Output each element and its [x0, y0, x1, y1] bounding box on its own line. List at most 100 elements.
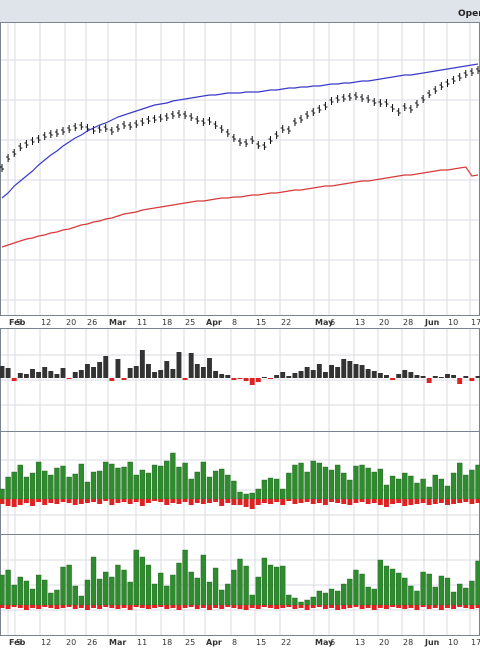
histogram-bar — [182, 378, 188, 380]
volume2-down-bar — [396, 605, 402, 608]
histogram-bar — [17, 373, 23, 378]
volume-down-bar — [298, 499, 304, 503]
volume2-up-bar — [432, 586, 438, 606]
volume2-up-bar — [371, 588, 377, 606]
volume-up-bar — [17, 464, 23, 500]
volume2-up-bar — [438, 575, 445, 606]
volume-up-bar — [188, 478, 194, 500]
volume2-up-bar — [200, 554, 207, 606]
volume-up-bar — [249, 492, 255, 500]
volume-down-bar — [84, 499, 90, 503]
volume2-up-bar — [133, 549, 139, 606]
x-axis-tick-label: 8 — [232, 318, 237, 327]
volume2-up-bar — [78, 595, 84, 606]
volume-up-bar — [359, 464, 365, 500]
volume-down-bar — [353, 499, 359, 503]
volume-down-bar — [78, 499, 84, 504]
x-axis-tick-label: 15 — [256, 318, 266, 327]
volume-down-bar — [109, 499, 115, 505]
volume2-up-bar — [475, 560, 480, 606]
volume2-down-bar — [353, 605, 359, 607]
volume-up-bar — [182, 462, 188, 500]
volume-down-bar — [188, 499, 194, 505]
histogram-bar — [469, 378, 475, 381]
histogram-bar — [231, 378, 237, 380]
volume-down-bar — [17, 499, 23, 505]
volume2-up-bar — [5, 569, 11, 606]
volume-up-bar — [334, 464, 341, 500]
histogram-bar — [0, 366, 5, 378]
volume-down-bar — [219, 499, 225, 506]
volume-bars — [0, 452, 480, 509]
volume2-up-bar — [103, 571, 109, 606]
volume-down-bar — [408, 499, 414, 505]
volume2-up-bar — [188, 571, 194, 606]
volume-up-bar — [11, 471, 17, 500]
volume-up-bar — [408, 475, 414, 500]
volume-up-bar — [316, 462, 322, 500]
volume-down-bar — [420, 499, 426, 503]
volume2-down-bar — [127, 605, 133, 610]
volume2-down-bar — [438, 605, 444, 610]
volume2-down-bar — [347, 605, 353, 608]
histogram-bar — [414, 375, 420, 378]
volume-up-bar — [383, 484, 390, 500]
volume2-up-bar — [231, 569, 237, 606]
volume2-down-bar — [286, 605, 292, 607]
volume-up-bar — [371, 471, 377, 500]
volume-up-bar — [469, 469, 475, 500]
volume2-up-bar — [389, 568, 396, 606]
histogram-bar — [72, 372, 78, 378]
volume-down-bar — [146, 499, 151, 503]
volume-up-bar — [292, 464, 298, 500]
volume2-up-bar — [72, 585, 78, 606]
volume2-down-bar — [243, 605, 249, 610]
volume-up-bar — [54, 467, 60, 500]
volume2-down-bar — [249, 605, 255, 608]
volume2-up-bar — [353, 569, 359, 606]
x-axis-tick-label: 28 — [403, 638, 413, 647]
volume-down-bar — [23, 499, 29, 503]
volume2-down-bar — [121, 605, 127, 608]
x-axis-tick-label: 11 — [137, 318, 147, 327]
volume2-down-bar — [316, 605, 322, 607]
volume2-up-bar — [48, 592, 54, 606]
volume-down-bar — [243, 499, 249, 507]
volume2-down-bar — [97, 605, 103, 609]
volume2-down-bar — [36, 605, 42, 609]
volume2-down-bar — [304, 605, 310, 610]
x-axis-tick-label: 13 — [355, 318, 365, 327]
volume2-down-bar — [475, 605, 480, 608]
volume2-up-bar — [23, 580, 30, 606]
volume-down-bar — [304, 499, 310, 502]
histogram-bar — [213, 371, 219, 378]
volume2-up-bar — [60, 566, 66, 606]
volume2-down-bar — [42, 605, 48, 607]
volume-up-bar — [341, 472, 347, 500]
volume2-down-bar — [207, 605, 212, 610]
volume2-up-bar — [115, 564, 121, 606]
volume-down-bar — [268, 499, 273, 504]
volume2-down-bar — [139, 605, 145, 608]
volume-down-bar — [231, 499, 237, 505]
volume-up-bar — [457, 462, 463, 500]
volume2-down-bar — [377, 605, 383, 608]
volume-up-bar — [298, 462, 304, 500]
volume2-down-bar — [5, 605, 11, 609]
histogram-bar — [420, 376, 426, 378]
volume-down-bar — [280, 499, 286, 505]
volume2-up-bar — [469, 580, 475, 606]
histogram-bar — [316, 364, 322, 378]
volume-up-bar — [164, 460, 170, 500]
histogram-bar — [5, 368, 11, 378]
x-axis-tick-label: 13 — [355, 638, 365, 647]
volume-down-bar — [274, 499, 280, 502]
volume2-down-bar — [255, 605, 261, 609]
volume2-down-bar — [390, 605, 396, 607]
volume2-up-bar — [121, 569, 127, 606]
volume2-down-bar — [371, 605, 377, 610]
x-axis-tick-label: 12 — [41, 318, 51, 327]
histogram-bar — [158, 370, 164, 378]
volume2-down-bar — [30, 605, 35, 608]
